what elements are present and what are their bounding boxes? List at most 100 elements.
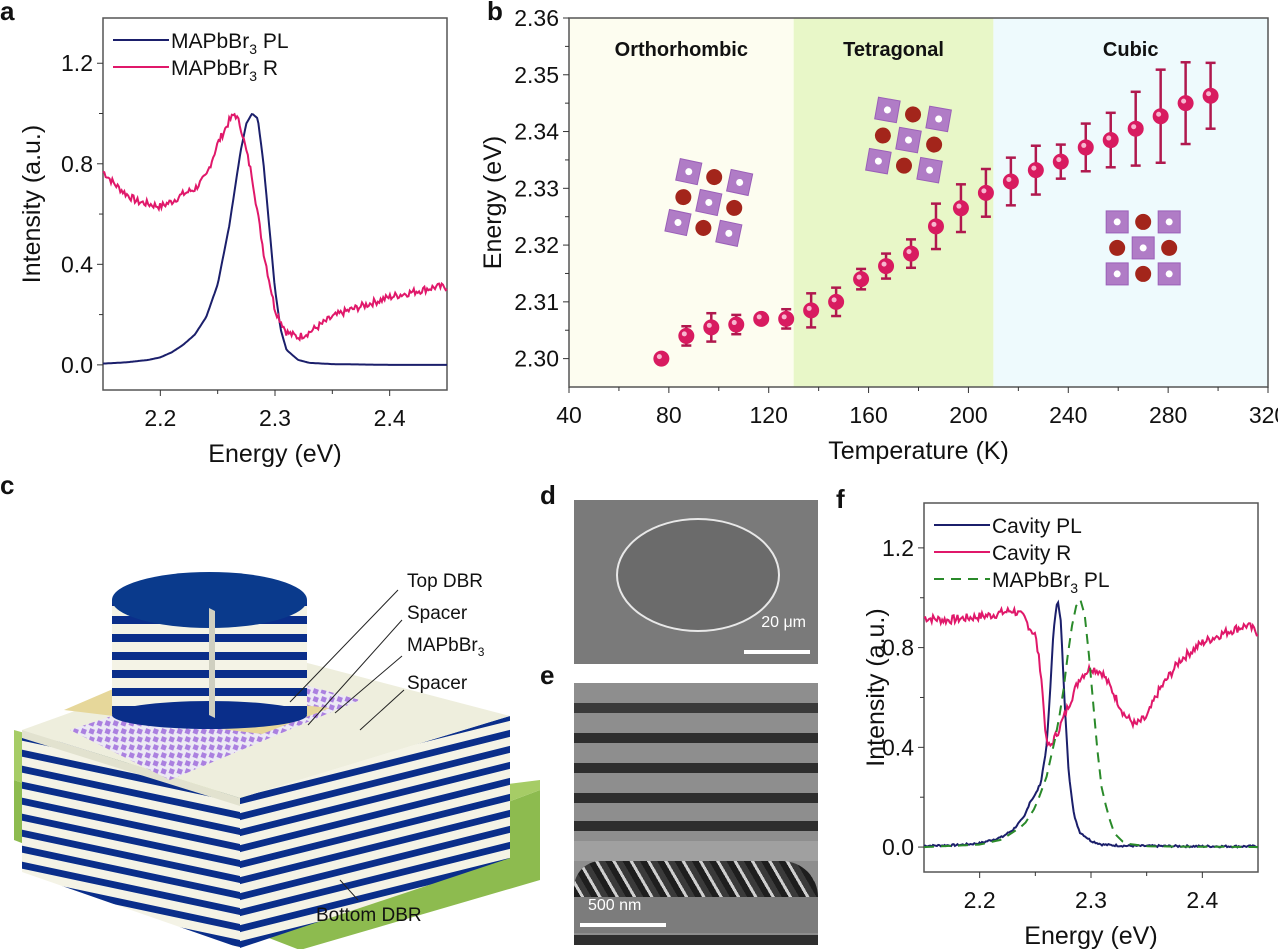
y-axis-label: Intensity (a.u.) <box>862 608 890 766</box>
data-point <box>1077 139 1094 156</box>
b-site-atom <box>736 178 744 186</box>
x-tick-label: 120 <box>750 402 788 428</box>
data-point-highlight <box>656 354 662 360</box>
data-point-highlight <box>1206 91 1212 97</box>
substrate <box>14 780 540 949</box>
cubic-structure <box>1105 210 1181 286</box>
data-point <box>678 327 695 344</box>
b-site-atom <box>883 106 891 114</box>
data-point <box>1002 173 1019 190</box>
series-line-mapbbr3-r <box>102 112 448 342</box>
y-tick-label: 2.34 <box>514 119 559 145</box>
data-point-highlight <box>1031 165 1037 171</box>
a-site-atom <box>1161 239 1178 256</box>
data-point <box>703 319 720 336</box>
y-axis-label: Intensity (a.u.) <box>18 125 46 283</box>
data-point <box>1127 120 1144 137</box>
data-point <box>753 310 770 327</box>
leader-line <box>307 619 403 726</box>
data-point <box>1052 153 1069 170</box>
a-site-atom <box>895 157 912 174</box>
layer-labels: Top DBR Spacer MAPbBr3 Spacer <box>407 566 484 700</box>
x-tick-label: 2.3 <box>1075 887 1107 913</box>
data-point <box>1177 95 1194 112</box>
data-point-highlight <box>1081 142 1087 148</box>
y-tick-label: 0.0 <box>61 352 93 378</box>
perovskite-crystal <box>574 861 818 897</box>
spacer-layer <box>574 897 818 933</box>
data-point <box>1102 132 1119 149</box>
data-point <box>952 200 969 217</box>
data-point <box>653 350 670 367</box>
panel-label-e: e <box>540 660 555 690</box>
b-site-atom <box>685 168 693 176</box>
scale-bar-label: 20 μm <box>761 614 806 631</box>
panel-label-f: f <box>836 484 845 514</box>
data-point <box>1152 108 1169 125</box>
a-site-atom <box>1135 265 1152 282</box>
data-point-highlight <box>956 203 962 209</box>
a-site-atom <box>874 127 891 144</box>
x-axis-label: Energy (eV) <box>1024 922 1157 949</box>
scale-bar <box>744 650 810 654</box>
data-point <box>1027 162 1044 179</box>
data-point <box>803 302 820 319</box>
legend-entry: Cavity PL <box>992 515 1082 538</box>
a-site-atom <box>695 219 712 236</box>
x-tick-label: 2.2 <box>964 887 996 913</box>
data-point-highlight <box>781 314 787 320</box>
data-point-highlight <box>981 188 987 194</box>
y-tick-label: 0.8 <box>882 635 914 661</box>
data-point-highlight <box>931 221 937 227</box>
x-tick-label: 2.3 <box>259 405 291 431</box>
b-site-atom <box>874 157 882 165</box>
phase-region-cubic <box>993 18 1268 387</box>
legend-entry: MAPbBr3 PL <box>171 30 289 57</box>
data-point <box>778 310 795 327</box>
series-line-mapbbr3-pl <box>102 112 447 366</box>
b-site-atom <box>1113 270 1121 278</box>
leader-line <box>339 879 359 901</box>
a-site-atom <box>1135 213 1152 230</box>
b-site-atom <box>1113 218 1121 226</box>
panel-label-a: a <box>0 0 15 26</box>
spacer-layer <box>574 841 818 861</box>
b-site-atom <box>905 136 913 144</box>
data-point-highlight <box>831 297 837 303</box>
dbr-layer <box>574 733 818 743</box>
x-axis-label: Energy (eV) <box>208 440 341 468</box>
leader-line <box>334 655 403 714</box>
data-point-highlight <box>1106 135 1112 141</box>
legend-entry: Cavity R <box>992 542 1071 565</box>
tetragonal-structure <box>865 96 952 184</box>
y-tick-label: 2.35 <box>514 62 559 88</box>
b-site-atom <box>705 199 713 206</box>
chart-a: 2.2 2.3 2.4 0.0 0.4 0.8 1.2 Energy (eV) Intensit… <box>18 17 448 468</box>
data-point-highlight <box>806 305 812 311</box>
data-point <box>927 218 944 235</box>
y-tick-label: 0.4 <box>61 251 93 277</box>
data-point <box>878 258 895 275</box>
x-tick-label: 280 <box>1149 402 1187 428</box>
data-point <box>728 316 745 333</box>
y-tick-label: 2.32 <box>514 232 559 258</box>
data-point-highlight <box>756 314 762 320</box>
panel-label-d: d <box>540 480 556 510</box>
x-tick-label: 2.2 <box>144 405 176 431</box>
scale-bar-label: 500 nm <box>588 897 642 914</box>
x-tick-label: 40 <box>556 402 582 428</box>
label-mapbbr3: MAPbBr3 <box>407 635 485 659</box>
data-point <box>853 271 870 288</box>
a-site-atom <box>706 169 723 186</box>
device-diagram <box>14 572 540 949</box>
legend-entry: MAPbBr3 R <box>171 57 278 84</box>
b-site-atom <box>725 229 733 237</box>
x-tick-label: 2.4 <box>374 405 406 431</box>
leader-line <box>289 589 399 703</box>
label-spacer-2: Spacer <box>407 672 468 694</box>
x-axis-label: Temperature (K) <box>828 437 1009 465</box>
panel-label-b: b <box>487 0 503 26</box>
y-tick-label: 1.2 <box>882 535 914 561</box>
x-tick-label: 2.4 <box>1186 887 1218 913</box>
b-site-atom <box>1165 218 1173 226</box>
